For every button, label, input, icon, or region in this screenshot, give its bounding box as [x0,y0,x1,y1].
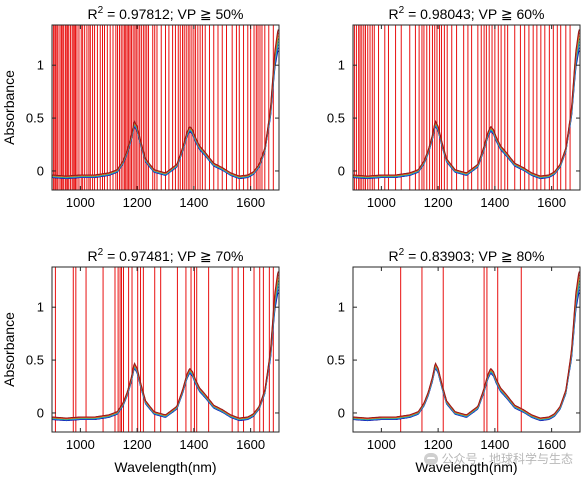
plot-area [353,267,580,432]
x-tick-label: 1600 [537,437,566,452]
panel-title: R2 = 0.97812; VP ≧ 50% [88,5,244,22]
wechat-icon [423,452,438,465]
spectrum-line [52,271,279,419]
axes-frame [51,24,280,191]
x-tick-label: 1600 [537,195,566,210]
spectrum-line [353,44,580,179]
y-axis-label: Absorbance [1,312,17,387]
y-tick-label: 0.5 [26,353,44,368]
spectrum-line [353,32,580,177]
plot-area [353,25,580,190]
axes-frame [352,24,581,191]
panel-2: 1000 1200 1400 1600 0 0.5 1 R2 = 0.98043; VP ≧ … [327,5,581,210]
plot-area [52,25,279,190]
x-tick-label: 1600 [236,195,265,210]
panel-1: 1000 1200 1400 1600 0 0.5 1 R2 = 0.97812; VP ≧ … [1,5,280,210]
y-axis-label: Absorbance [1,70,17,145]
x-tick-label: 1400 [480,437,509,452]
x-tick-label: 1000 [66,437,95,452]
y-tick-label: 0.5 [26,111,44,126]
spectrum-line [353,41,580,179]
y-tick-label: 1 [338,58,345,73]
spectrum-line [353,271,580,419]
x-tick-label: 1000 [66,195,95,210]
spectrum-line [353,274,580,419]
spectrum-line [353,286,580,421]
spectrum-line [353,29,580,177]
x-tick-label: 1600 [236,437,265,452]
spectrum-line [353,283,580,421]
x-tick-label: 1400 [480,195,509,210]
y-tick-label: 0 [37,405,44,420]
spectrum-line [353,47,580,179]
watermark-text: 公众号 · 地球科学与生态 [441,452,573,466]
y-tick-label: 0.5 [327,111,345,126]
panel-title: R2 = 0.97481; VP ≧ 70% [88,247,244,264]
x-tick-label: 1000 [367,437,396,452]
y-tick-label: 1 [37,58,44,73]
x-tick-label: 1400 [179,437,208,452]
y-tick-label: 0 [338,405,345,420]
axes-frame [51,266,280,433]
panel-title: R2 = 0.98043; VP ≧ 60% [389,5,545,22]
y-tick-label: 1 [338,300,345,315]
y-tick-label: 0.5 [327,353,345,368]
y-tick-label: 0 [37,163,44,178]
x-axis-label: Wavelength(nm) [114,459,216,475]
x-tick-label: 1200 [123,437,152,452]
y-tick-label: 0 [338,163,345,178]
spectrum-line [353,289,580,421]
x-tick-label: 1200 [123,195,152,210]
watermark: 公众号 · 地球科学与生态 [423,450,573,467]
x-axis-label: Wavelength(nm) [415,459,517,475]
axes-frame [352,266,581,433]
spectrum-line [353,50,580,180]
plot-area [52,267,279,432]
panel-3: 1000 1200 1400 1600 0 0.5 1 R2 = 0.97481; VP ≧ … [1,247,280,475]
x-tick-label: 1000 [367,195,396,210]
spectrum-line [353,277,580,420]
spectrum-line [353,38,580,178]
spectrum-line [353,292,580,422]
spectrum-line [353,35,580,178]
y-tick-label: 1 [37,300,44,315]
panel-title: R2 = 0.83903; VP ≧ 80% [389,247,545,264]
x-tick-label: 1200 [424,195,453,210]
spectrum-line [52,29,279,177]
x-tick-label: 1200 [424,437,453,452]
panel-4: 1000 1200 1400 1600 0 0.5 1 R2 = 0.83903; VP ≧ … [327,247,581,475]
x-tick-label: 1400 [179,195,208,210]
spectrum-line [353,280,580,420]
